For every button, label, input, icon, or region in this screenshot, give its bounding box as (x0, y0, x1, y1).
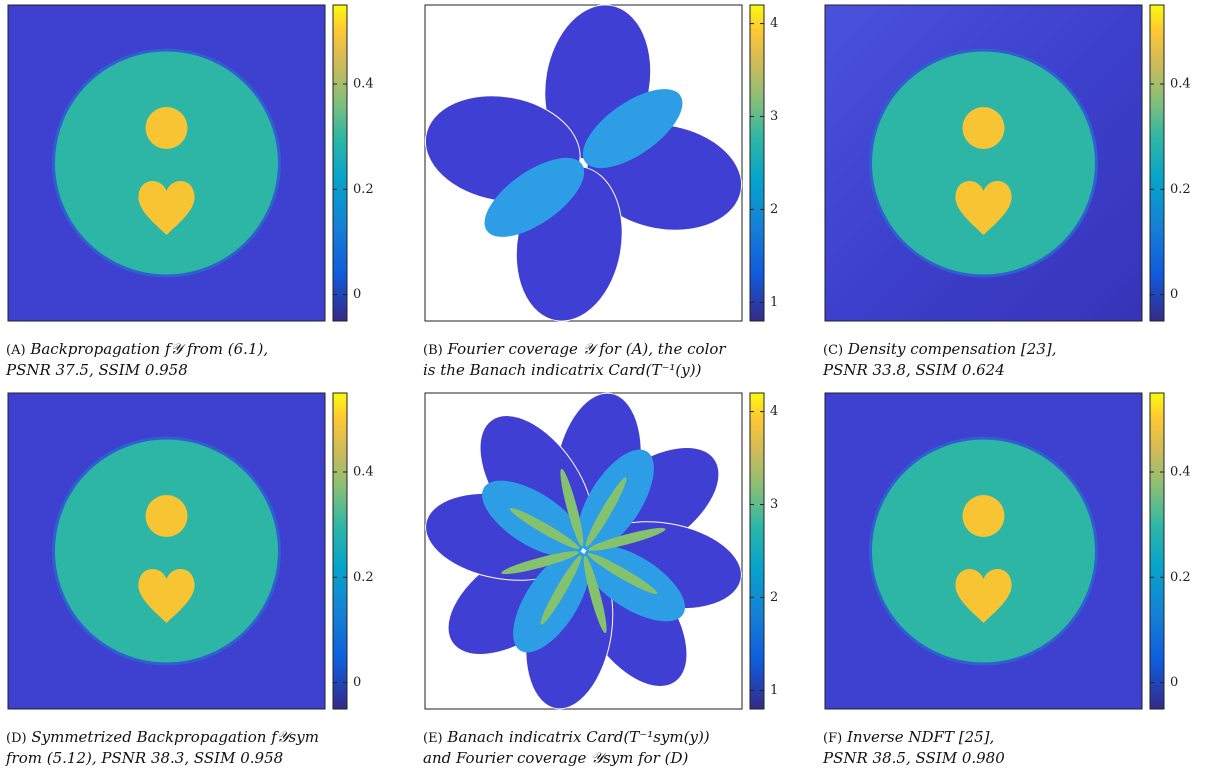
tick-label: 0 (353, 675, 361, 690)
caption-text: Fourier coverage 𝒴 for (A), the color (446, 340, 726, 358)
panel: 0 0.2 0.4 (D) Symmetrized Backpropagation f… (5, 393, 374, 767)
caption: (A) Backpropagation f𝒴 from (6.1), (6, 340, 268, 358)
colorbar (1150, 5, 1164, 321)
tick-label: 2 (770, 590, 778, 605)
caption: PSNR 37.5, SSIM 0.958 (5, 361, 188, 379)
tick-label: 0.2 (1170, 570, 1191, 585)
tick-label: 1 (770, 295, 778, 310)
caption-label: (D) (6, 731, 27, 746)
caption-text: PSNR 33.8, SSIM 0.624 (822, 361, 1005, 379)
small-disc (146, 107, 188, 149)
caption: and Fourier coverage 𝒴sym for (D) (423, 749, 689, 767)
panel: 0 0.2 0.4 (C) Density compensation [23], PSN… (822, 5, 1191, 379)
disc (871, 50, 1097, 276)
small-disc (963, 495, 1005, 537)
tick-label: 0.4 (353, 465, 374, 480)
tick-label: 4 (770, 404, 778, 419)
colorbar (333, 5, 347, 321)
panel: 0 0.2 0.4 (A) Backpropagation f𝒴 from (6.1)… (5, 5, 374, 379)
colorbar (750, 5, 764, 321)
caption-label: (C) (823, 343, 843, 358)
caption: (C) Density compensation [23], (823, 340, 1056, 358)
caption: (E) Banach indicatrix Card(T⁻¹sym(y)) (423, 728, 710, 746)
colorbar (333, 393, 347, 709)
tick-label: 0 (1170, 287, 1178, 302)
disc (54, 50, 280, 276)
caption-text: from (5.12), PSNR 38.3, SSIM 0.958 (5, 749, 283, 767)
caption: (B) Fourier coverage 𝒴 for (A), the colo… (423, 340, 726, 358)
panel: 1 2 3 4 (E) Banach indicatrix Card(T⁻¹sym(y)… (419, 386, 779, 767)
tick-label: 0.4 (1170, 465, 1191, 480)
caption-text: Backpropagation f𝒴 from (6.1), (29, 340, 268, 358)
caption-text: PSNR 38.5, SSIM 0.980 (822, 749, 1005, 767)
small-disc (963, 107, 1005, 149)
tick-label: 0 (1170, 675, 1178, 690)
panel: 1 2 3 4 (B) Fourier coverage 𝒴 for (A), the … (417, 0, 778, 379)
disc (54, 438, 280, 664)
colorbar (1150, 393, 1164, 709)
small-disc (146, 495, 188, 537)
caption-text: PSNR 37.5, SSIM 0.958 (5, 361, 188, 379)
caption-label: (B) (423, 343, 443, 358)
caption: from (5.12), PSNR 38.3, SSIM 0.958 (5, 749, 283, 767)
colorbar (750, 393, 764, 709)
tick-label: 3 (770, 109, 778, 124)
tick-label: 0.2 (1170, 182, 1191, 197)
tick-label: 4 (770, 16, 778, 31)
caption: (F) Inverse NDFT [25], (823, 728, 994, 746)
caption-text: Inverse NDFT [25], (846, 728, 994, 746)
caption-label: (F) (823, 731, 842, 746)
caption: is the Banach indicatrix Card(T⁻¹(y)) (423, 361, 702, 379)
disc (871, 438, 1097, 664)
caption: PSNR 33.8, SSIM 0.624 (822, 361, 1005, 379)
tick-label: 0 (353, 287, 361, 302)
tick-label: 3 (770, 497, 778, 512)
caption-text: is the Banach indicatrix Card(T⁻¹(y)) (423, 361, 702, 379)
figure: 0 0.2 0.4 (A) Backpropagation f𝒴 from (6.1)… (0, 0, 1210, 782)
panel: 0 0.2 0.4 (F) Inverse NDFT [25], PSNR 38.5, … (822, 393, 1191, 767)
tick-label: 0.2 (353, 570, 374, 585)
tick-label: 0.4 (353, 77, 374, 92)
caption: PSNR 38.5, SSIM 0.980 (822, 749, 1005, 767)
caption-label: (A) (6, 343, 26, 358)
caption: (D) Symmetrized Backpropagation f𝒴sym (6, 728, 319, 746)
tick-label: 0.2 (353, 182, 374, 197)
caption-label: (E) (423, 731, 443, 746)
caption-text: Density compensation [23], (847, 340, 1057, 358)
tick-label: 0.4 (1170, 77, 1191, 92)
tick-label: 1 (770, 683, 778, 698)
tick-label: 2 (770, 202, 778, 217)
caption-text: Symmetrized Backpropagation f𝒴sym (31, 728, 319, 746)
caption-text: Banach indicatrix Card(T⁻¹sym(y)) (446, 728, 709, 746)
caption-text: and Fourier coverage 𝒴sym for (D) (423, 749, 689, 767)
